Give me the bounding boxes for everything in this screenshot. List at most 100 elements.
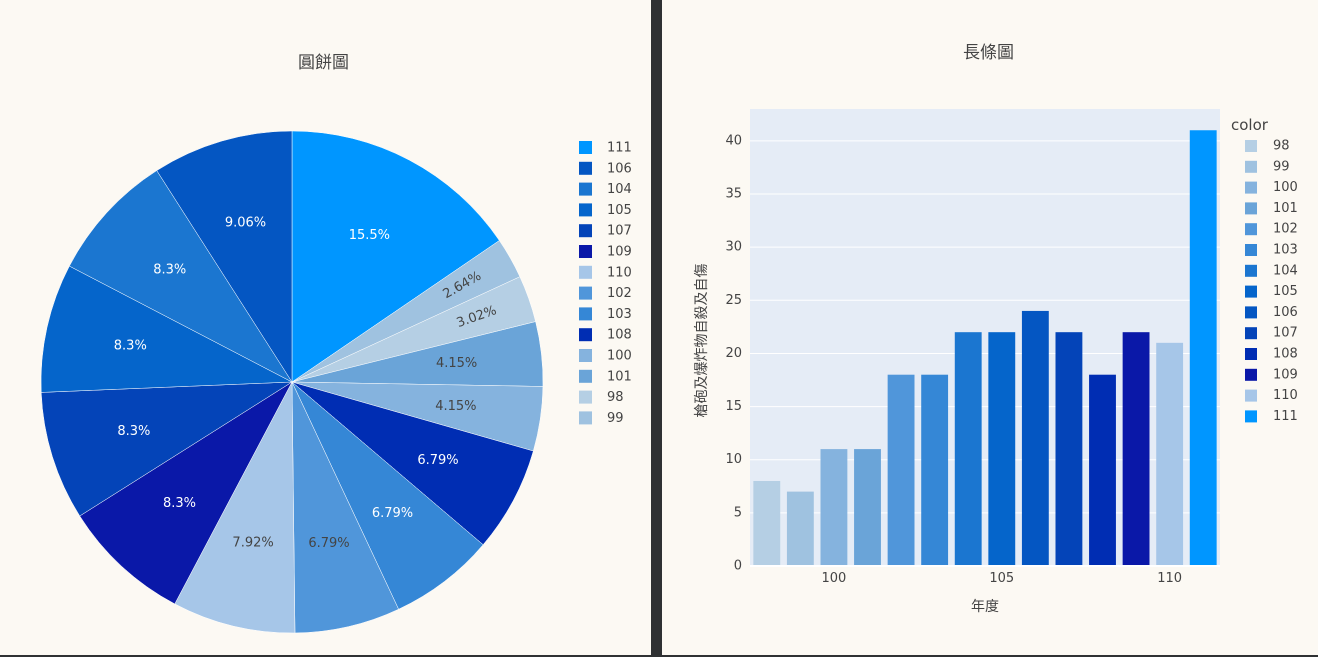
bar-legend-label-105[interactable]: 105 — [1273, 284, 1298, 299]
pie-legend-label-106[interactable]: 106 — [607, 161, 632, 176]
y-tick-label: 30 — [725, 240, 742, 255]
bar-109[interactable] — [1122, 332, 1150, 566]
pie-legend: 111 106 104 105 107 109 110 102 103 108 100 101 98 99 — [579, 141, 632, 426]
bar-chart-panel: 長條圖 0 5 10 15 20 25 30 35 40 100 105 110 年度 槍砲及爆炸物自殺及… — [662, 0, 1318, 655]
bar-chart: 0 5 10 15 20 25 30 35 40 100 105 110 年度 槍砲及爆炸物自殺及自傷 co… — [694, 109, 1298, 615]
pie-legend-label-100[interactable]: 100 — [607, 349, 632, 364]
pie-legend-label-110[interactable]: 110 — [607, 265, 632, 280]
bar-legend-swatch-110[interactable] — [1245, 389, 1257, 402]
bar-106[interactable] — [1021, 310, 1049, 566]
pie-slice-104[interactable] — [69, 170, 293, 383]
pie-legend-swatch-98[interactable] — [579, 390, 592, 404]
bar-legend-label-99[interactable]: 99 — [1273, 159, 1290, 174]
bar-legend-label-110[interactable]: 110 — [1273, 388, 1298, 403]
pie-legend-label-104[interactable]: 104 — [607, 182, 632, 197]
bar-legend-label-103[interactable]: 103 — [1273, 243, 1298, 258]
bar-legend-swatch-101[interactable] — [1245, 202, 1257, 215]
bar-99[interactable] — [786, 491, 814, 566]
x-tick-label: 105 — [989, 571, 1014, 586]
bar-legend-swatch-103[interactable] — [1245, 244, 1257, 256]
bar-legend-label-107[interactable]: 107 — [1273, 326, 1298, 341]
pie-legend-swatch-100[interactable] — [579, 349, 592, 362]
pie-slice-103[interactable] — [291, 381, 484, 610]
pie-legend-label-99[interactable]: 99 — [607, 411, 624, 426]
bar-legend-label-108[interactable]: 108 — [1273, 347, 1298, 362]
pie-legend-swatch-101[interactable] — [579, 369, 592, 383]
bar-legend-swatch-98[interactable] — [1245, 140, 1257, 152]
pie-label-100: 4.15% — [435, 399, 476, 414]
y-axis-title: 槍砲及爆炸物自殺及自傷 — [694, 264, 710, 418]
bar-103[interactable] — [921, 374, 949, 566]
pie-label-109: 8.3% — [163, 496, 196, 511]
bar-legend-label-101[interactable]: 101 — [1273, 201, 1298, 216]
pie-slice-107[interactable] — [40, 381, 293, 517]
pie-legend-swatch-111[interactable] — [579, 141, 592, 154]
pie-legend-label-102[interactable]: 102 — [607, 286, 632, 301]
pie-slice-102[interactable] — [291, 381, 399, 634]
y-tick-label: 20 — [725, 346, 742, 361]
pie-slice-111[interactable] — [291, 130, 500, 383]
pie-legend-swatch-102[interactable] — [579, 286, 592, 300]
pie-legend-label-98[interactable]: 98 — [607, 390, 624, 405]
bar-legend-swatch-108[interactable] — [1245, 348, 1257, 360]
bar-legend-swatch-104[interactable] — [1245, 264, 1257, 277]
bar-98[interactable] — [753, 480, 781, 566]
pie-label-103: 6.79% — [372, 506, 413, 521]
pie-label-110: 7.92% — [232, 536, 273, 551]
pie-legend-swatch-103[interactable] — [579, 307, 592, 321]
pie-slice-108[interactable] — [291, 381, 534, 546]
pie-legend-swatch-106[interactable] — [579, 161, 592, 175]
pie-legend-swatch-108[interactable] — [579, 328, 592, 342]
bar-legend-swatch-106[interactable] — [1245, 306, 1257, 319]
pie-legend-swatch-105[interactable] — [579, 203, 592, 217]
bar-chart-title: 長條圖 — [963, 43, 1014, 63]
bar-legend-label-98[interactable]: 98 — [1273, 139, 1290, 154]
bar-legend-swatch-99[interactable] — [1245, 160, 1257, 173]
bar-100[interactable] — [820, 449, 848, 566]
bar-legend-label-106[interactable]: 106 — [1273, 305, 1298, 320]
pie-label-106: 9.06% — [225, 216, 266, 231]
y-tick-label: 5 — [734, 505, 742, 520]
bar-102[interactable] — [887, 374, 915, 566]
pie-legend-label-107[interactable]: 107 — [607, 224, 632, 239]
pie-slice-105[interactable] — [40, 265, 293, 393]
bar-legend-swatch-100[interactable] — [1245, 181, 1257, 194]
bar-101[interactable] — [854, 449, 881, 566]
bar-legend-label-111[interactable]: 111 — [1273, 409, 1298, 424]
pie-legend-label-111[interactable]: 111 — [607, 141, 632, 156]
pie-legend-swatch-104[interactable] — [579, 182, 592, 196]
pie-label-108: 6.79% — [417, 453, 458, 468]
bar-legend-label-109[interactable]: 109 — [1273, 367, 1298, 382]
bar-legend-label-102[interactable]: 102 — [1273, 222, 1298, 237]
bar-111[interactable] — [1189, 130, 1217, 567]
x-axis-title: 年度 — [971, 599, 999, 615]
bar-108[interactable] — [1089, 374, 1116, 566]
pie-slice-109[interactable] — [79, 381, 293, 605]
bar-legend-swatch-109[interactable] — [1245, 368, 1257, 381]
y-tick-label: 35 — [725, 187, 742, 202]
pie-legend-label-103[interactable]: 103 — [607, 307, 632, 322]
bar-104[interactable] — [954, 332, 982, 566]
pie-chart-panel: 圓餅圖 15.5% 2.64% 3.02% 4.15% 4.15% 6.79% 6.79% 6… — [0, 0, 651, 655]
bar-110[interactable] — [1156, 342, 1184, 566]
pie-label-105: 8.3% — [114, 338, 147, 353]
bar-legend-label-104[interactable]: 104 — [1273, 263, 1298, 278]
bar-legend-swatch-102[interactable] — [1245, 223, 1257, 236]
bar-legend-swatch-107[interactable] — [1245, 327, 1257, 340]
pie-slice-106[interactable] — [156, 130, 293, 383]
bar-105[interactable] — [988, 332, 1016, 566]
pie-legend-swatch-110[interactable] — [579, 265, 592, 279]
pie-legend-label-105[interactable]: 105 — [607, 203, 632, 218]
pie-legend-swatch-107[interactable] — [579, 224, 592, 238]
pie-legend-swatch-109[interactable] — [579, 245, 592, 258]
pie-legend-label-101[interactable]: 101 — [607, 369, 632, 384]
bar-legend-swatch-105[interactable] — [1245, 285, 1257, 298]
bar-107[interactable] — [1055, 332, 1083, 566]
pie-legend-label-109[interactable]: 109 — [607, 245, 632, 260]
bar-legend-swatch-111[interactable] — [1245, 410, 1257, 423]
bar-legend-label-100[interactable]: 100 — [1273, 180, 1298, 195]
pie-legend-label-108[interactable]: 108 — [607, 328, 632, 343]
pie-slice-110[interactable] — [174, 381, 296, 634]
y-tick-label: 0 — [734, 559, 742, 574]
pie-legend-swatch-99[interactable] — [579, 411, 592, 425]
